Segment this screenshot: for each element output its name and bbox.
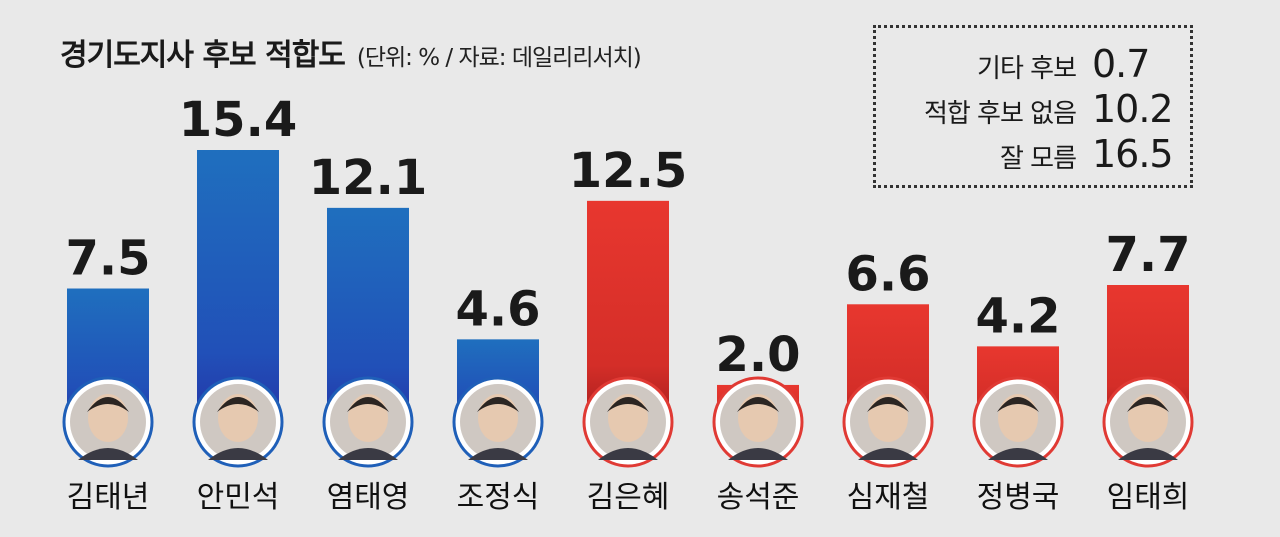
- candidate-name: 김태년: [67, 480, 150, 515]
- others-row: 적합 후보 없음 10.2: [923, 87, 1174, 131]
- bar-value-label: 12.5: [569, 143, 687, 199]
- others-value: 16.5: [1092, 132, 1174, 176]
- face-icon: [738, 394, 778, 442]
- candidate-name: 안민석: [197, 480, 280, 515]
- others-row: 기타 후보 0.7: [977, 42, 1168, 86]
- face-icon: [348, 394, 388, 442]
- bar-value-label: 4.6: [455, 281, 540, 337]
- suit-icon: [988, 448, 1048, 460]
- hair-icon: [347, 397, 389, 412]
- bar-value-label: 7.7: [1105, 227, 1190, 283]
- candidate-name: 임태희: [1107, 480, 1190, 515]
- suit-icon: [858, 448, 918, 460]
- hair-icon: [87, 397, 129, 412]
- hair-icon: [217, 397, 259, 412]
- face-icon: [478, 394, 518, 442]
- others-value: 0.7: [1092, 42, 1150, 86]
- others-box: 기타 후보 0.7 적합 후보 없음 10.2 잘 모름 16.5: [873, 25, 1193, 188]
- hair-icon: [477, 397, 519, 412]
- hair-icon: [737, 397, 779, 412]
- face-icon: [868, 394, 908, 442]
- candidate-name: 심재철: [847, 480, 930, 515]
- face-icon: [218, 394, 258, 442]
- others-label: 기타 후보: [977, 54, 1077, 84]
- suit-icon: [728, 448, 788, 460]
- others-label: 적합 후보 없음: [923, 99, 1077, 129]
- hair-icon: [867, 397, 909, 412]
- face-icon: [608, 394, 648, 442]
- chart-subtitle: (단위: % / 자료: 데일리리서치): [356, 45, 642, 71]
- suit-icon: [598, 448, 658, 460]
- suit-icon: [1118, 448, 1178, 460]
- bar-value-label: 12.1: [309, 150, 427, 206]
- hair-icon: [607, 397, 649, 412]
- chart-title: 경기도지사 후보 적합도: [60, 38, 346, 73]
- candidate-name: 조정식: [457, 480, 540, 515]
- others-value: 10.2: [1092, 87, 1174, 131]
- bar-value-label: 15.4: [179, 92, 297, 148]
- candidate-name: 송석준: [717, 480, 800, 515]
- candidate-name: 정병국: [977, 480, 1060, 515]
- others-row: 잘 모름 16.5: [999, 132, 1174, 176]
- suit-icon: [208, 448, 268, 460]
- suit-icon: [78, 448, 138, 460]
- chart-title-block: 경기도지사 후보 적합도 (단위: % / 자료: 데일리리서치): [60, 30, 642, 74]
- face-icon: [1128, 394, 1168, 442]
- bar: [197, 150, 279, 420]
- others-label: 잘 모름: [999, 144, 1077, 174]
- bar-value-label: 2.0: [715, 327, 800, 383]
- bar-value-label: 7.5: [65, 231, 150, 287]
- candidate-name: 김은혜: [587, 480, 670, 515]
- face-icon: [998, 394, 1038, 442]
- bar-value-label: 4.2: [975, 288, 1060, 344]
- hair-icon: [997, 397, 1039, 412]
- bar-value-label: 6.6: [845, 246, 930, 302]
- hair-icon: [1127, 397, 1169, 412]
- candidate-name: 염태영: [327, 480, 410, 515]
- suit-icon: [468, 448, 528, 460]
- face-icon: [88, 394, 128, 442]
- suit-icon: [338, 448, 398, 460]
